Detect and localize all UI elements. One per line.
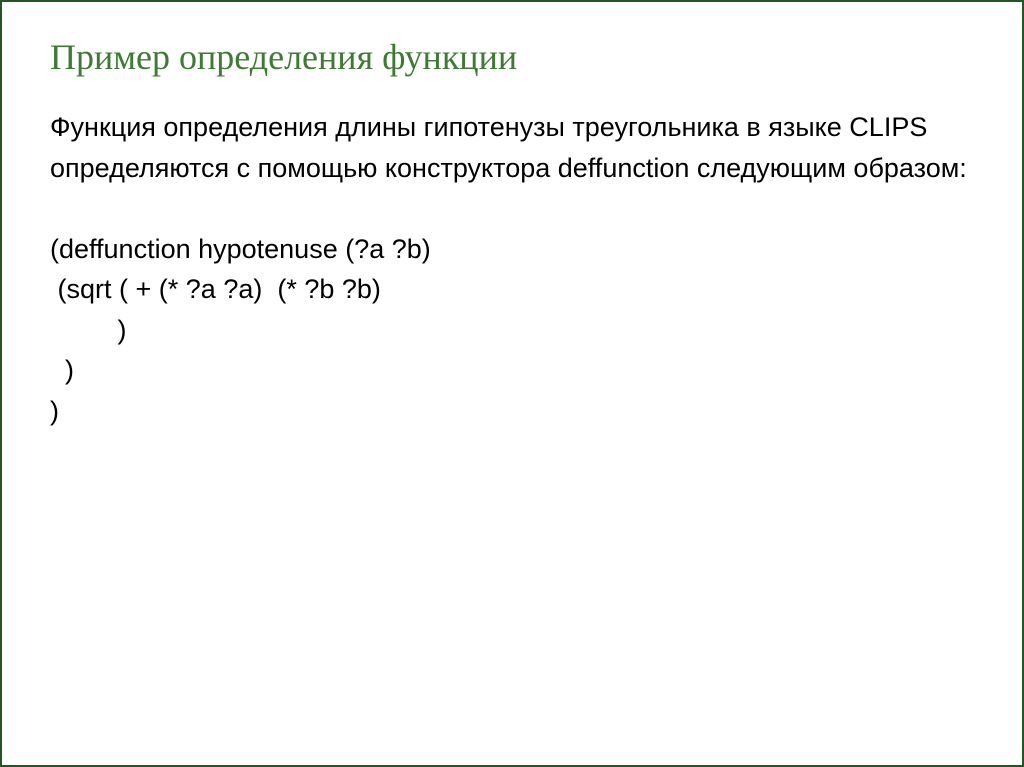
slide-body: Функция определения длины гипотенузы тре… bbox=[50, 107, 974, 431]
code-line: ) bbox=[50, 355, 74, 385]
slide-frame: Пример определения функции Функция опред… bbox=[0, 0, 1024, 767]
intro-paragraph: Функция определения длины гипотенузы тре… bbox=[50, 112, 967, 183]
code-line: (deffunction hypotenuse (?a ?b) bbox=[50, 234, 431, 264]
code-line: ) bbox=[50, 396, 59, 426]
slide-title: Пример определения функции bbox=[50, 36, 974, 79]
code-line: (sqrt ( + (* ?a ?a) (* ?b ?b) bbox=[50, 274, 381, 304]
code-line: ) bbox=[50, 315, 127, 345]
